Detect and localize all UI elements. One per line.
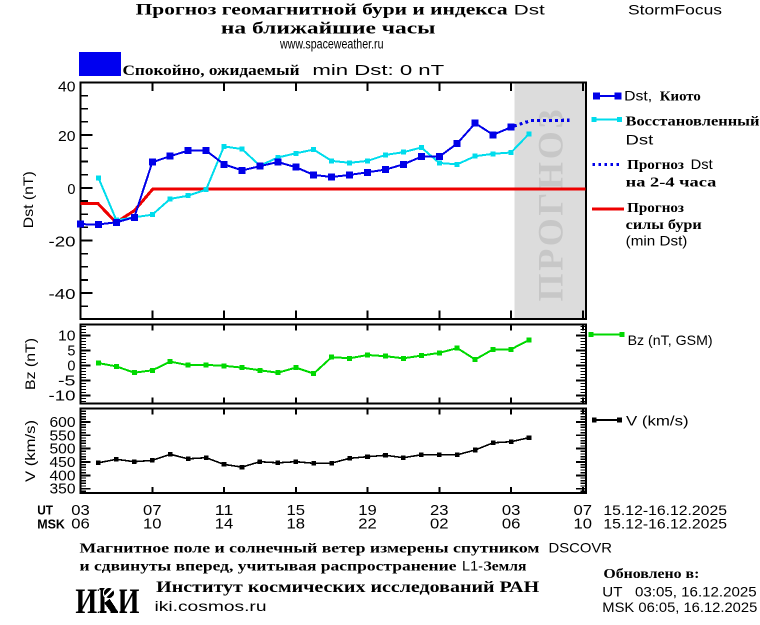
svg-text:ПРОГНОЗ: ПРОГНОЗ <box>530 110 570 302</box>
svg-text:MSK: MSK <box>37 516 65 531</box>
svg-text:11: 11 <box>215 503 234 519</box>
svg-text:14: 14 <box>215 517 234 533</box>
svg-text:силы бури: силы бури <box>626 218 702 233</box>
svg-text:03: 03 <box>71 503 90 519</box>
svg-text:и сдвинуты вперед, учитывая ра: и сдвинуты вперед, учитывая распростране… <box>80 560 457 575</box>
svg-text:-5: -5 <box>58 374 76 390</box>
svg-text:Прогноз: Прогноз <box>627 201 684 216</box>
svg-text:5: 5 <box>67 344 75 360</box>
svg-text:StormFocus: StormFocus <box>628 2 722 18</box>
svg-text:V (km/s): V (km/s) <box>22 420 38 482</box>
svg-text:0: 0 <box>67 359 75 375</box>
svg-text:Прогноз: Прогноз <box>627 158 684 173</box>
svg-text:40: 40 <box>58 80 76 96</box>
svg-text:600: 600 <box>50 415 76 431</box>
svg-text:Bz (nT, GSM): Bz (nT, GSM) <box>628 332 713 348</box>
svg-text:Dst: Dst <box>626 131 654 147</box>
svg-text:Прогноз геомагнитной бури и ин: Прогноз геомагнитной бури и индекса <box>136 2 508 19</box>
svg-text:400: 400 <box>50 468 76 484</box>
svg-text:06: 06 <box>502 517 521 533</box>
svg-text:10: 10 <box>574 517 593 533</box>
svg-text:MSK 06:05, 16.12.2025: MSK 06:05, 16.12.2025 <box>602 599 757 615</box>
svg-text:10: 10 <box>58 329 76 345</box>
svg-text:15: 15 <box>287 503 306 519</box>
svg-text:на ближайшие часы: на ближайшие часы <box>221 19 436 38</box>
svg-text:10: 10 <box>143 517 162 533</box>
svg-text:-20: -20 <box>49 235 76 251</box>
svg-text:Киото: Киото <box>660 89 701 104</box>
svg-text:03: 03 <box>502 503 521 519</box>
svg-text:UT: UT <box>37 503 53 518</box>
svg-text:Магнитное поле и солнечный вет: Магнитное поле и солнечный ветер измерен… <box>80 542 541 557</box>
svg-text:550: 550 <box>50 428 76 444</box>
svg-text:23: 23 <box>430 503 449 519</box>
svg-text:Спокойно, ожидаемый: Спокойно, ожидаемый <box>123 63 300 79</box>
svg-text:22: 22 <box>358 517 377 533</box>
svg-text:06: 06 <box>71 517 90 533</box>
svg-text:Земля: Земля <box>484 560 527 575</box>
svg-text:Bz (nT): Bz (nT) <box>22 338 38 390</box>
svg-text:Dst,: Dst, <box>624 87 652 103</box>
svg-text:min Dst: 0 nT: min Dst: 0 nT <box>312 63 444 79</box>
svg-text:15.12-16.12.2025: 15.12-16.12.2025 <box>603 516 727 532</box>
svg-text:Dst (nT): Dst (nT) <box>20 171 36 228</box>
svg-text:Восстановленный: Восстановленный <box>626 114 760 129</box>
svg-text:02: 02 <box>430 517 449 533</box>
svg-text:500: 500 <box>50 442 76 458</box>
svg-text:-40: -40 <box>49 287 76 303</box>
svg-text:iki.cosmos.ru: iki.cosmos.ru <box>155 598 267 614</box>
svg-text:Обновлено в:: Обновлено в: <box>603 566 699 581</box>
svg-text:L1-: L1- <box>462 558 483 574</box>
svg-text:450: 450 <box>50 455 76 471</box>
svg-text:V (km/s): V (km/s) <box>626 413 689 429</box>
svg-text:www.spaceweather.ru: www.spaceweather.ru <box>279 37 383 52</box>
svg-text:на 2-4 часа: на 2-4 часа <box>626 176 717 191</box>
svg-text:19: 19 <box>358 503 377 519</box>
svg-text:DSCOVR: DSCOVR <box>549 540 613 556</box>
svg-text:UT 03:05, 16.12.2025: UT 03:05, 16.12.2025 <box>602 584 757 600</box>
svg-text:Dst: Dst <box>691 156 713 172</box>
svg-text:07: 07 <box>574 503 593 519</box>
svg-text:07: 07 <box>143 503 162 519</box>
svg-text:15.12-16.12.2025: 15.12-16.12.2025 <box>603 502 727 518</box>
svg-text:350: 350 <box>50 482 76 498</box>
svg-text:18: 18 <box>287 517 306 533</box>
svg-text:(min Dst): (min Dst) <box>626 233 688 249</box>
svg-text:0: 0 <box>67 182 75 198</box>
svg-text:Dst: Dst <box>514 2 545 18</box>
svg-text:Институт космических исследова: Институт космических исследований РАН <box>156 579 539 596</box>
svg-text:-10: -10 <box>49 389 76 405</box>
svg-text:20: 20 <box>58 129 76 145</box>
